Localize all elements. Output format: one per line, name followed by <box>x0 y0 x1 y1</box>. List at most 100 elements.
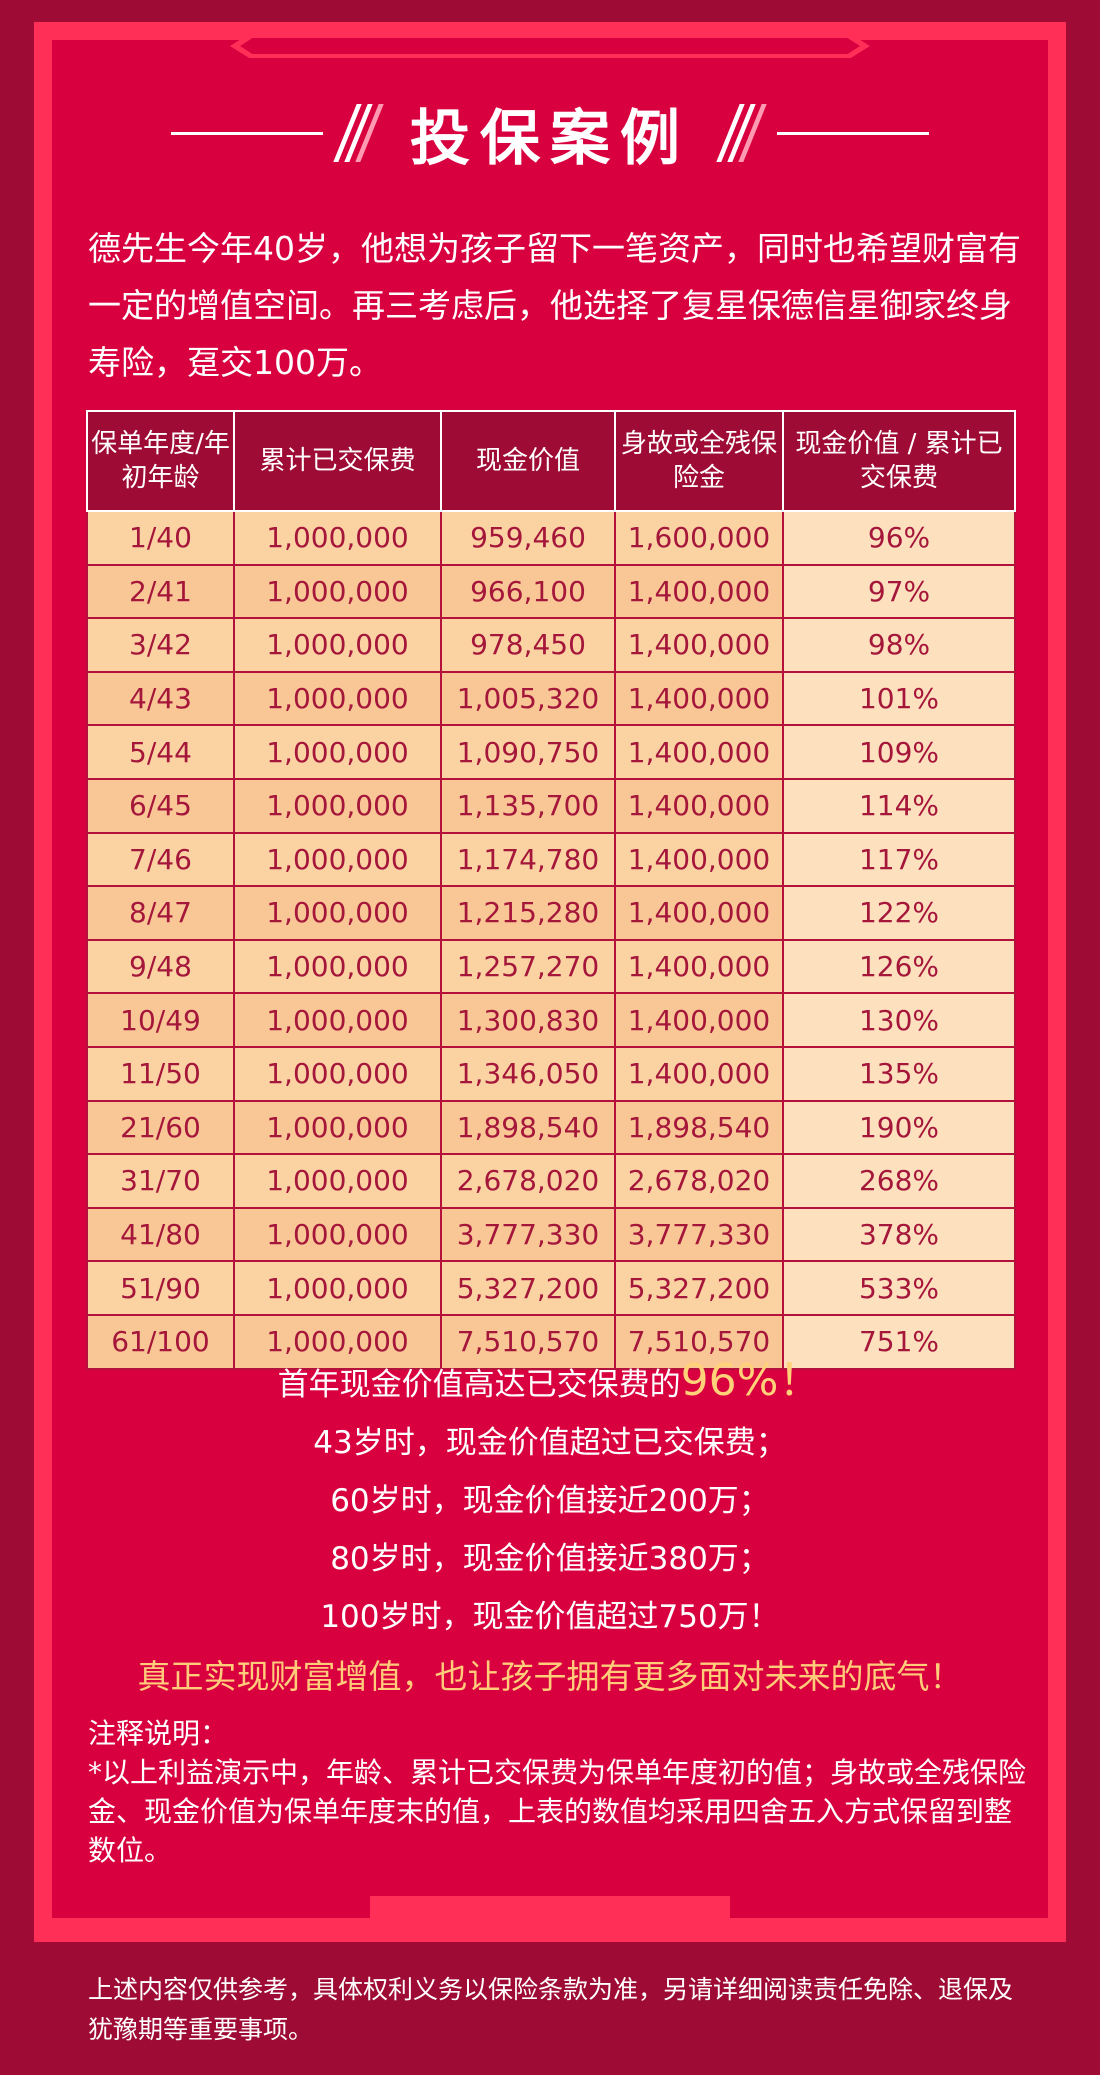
cell-policy-year-age: 4/43 <box>86 670 235 727</box>
cell-cash-ratio: 97% <box>782 563 1016 620</box>
cell-cash-value: 1,346,050 <box>440 1045 616 1102</box>
cell-policy-year-age: 1/40 <box>86 510 235 566</box>
benefit-table-wrap: 保单年度/年初年龄 累计已交保费 现金价值 身故或全残保险金 现金价值 / 累计… <box>86 410 1016 1370</box>
cell-premium-paid: 1,000,000 <box>233 510 442 566</box>
table-row: 51/90 1,000,000 5,327,200 5,327,200 533% <box>86 1260 1016 1316</box>
cell-cash-ratio: 122% <box>782 885 1016 941</box>
intro-paragraph: 德先生今年40岁，他想为孩子留下一笔资产，同时也希望财富有一定的增值空间。再三考… <box>88 229 1021 382</box>
table-row: 9/48 1,000,000 1,257,270 1,400,000 126% <box>86 938 1016 995</box>
cell-cash-value: 3,777,330 <box>440 1206 616 1263</box>
cell-death-benefit: 1,400,000 <box>614 777 784 834</box>
benefit-table: 保单年度/年初年龄 累计已交保费 现金价值 身故或全残保险金 现金价值 / 累计… <box>86 410 1016 1370</box>
cell-premium-paid: 1,000,000 <box>233 992 442 1048</box>
cell-policy-year-age: 10/49 <box>86 992 235 1048</box>
table-row: 11/50 1,000,000 1,346,050 1,400,000 135% <box>86 1045 1016 1102</box>
cell-death-benefit: 1,400,000 <box>614 563 784 620</box>
cell-premium-paid: 1,000,000 <box>233 1206 442 1263</box>
cell-policy-year-age: 2/41 <box>86 563 235 620</box>
cell-death-benefit: 1,400,000 <box>614 1045 784 1102</box>
cell-death-benefit: 2,678,020 <box>614 1153 784 1209</box>
cell-cash-value: 978,450 <box>440 617 616 673</box>
summary-line1-highlight: 96%！ <box>680 1355 823 1406</box>
cell-cash-value: 966,100 <box>440 563 616 620</box>
title-row: 投保案例 <box>0 88 1100 178</box>
cell-policy-year-age: 6/45 <box>86 777 235 834</box>
summary-line-60: 60岁时，现金价值接近200万； <box>330 1483 770 1519</box>
cell-cash-ratio: 117% <box>782 831 1016 888</box>
table-row: 41/80 1,000,000 3,777,330 3,777,330 378% <box>86 1206 1016 1263</box>
cell-cash-ratio: 190% <box>782 1099 1016 1156</box>
notes-heading: 注释说明： <box>88 1717 229 1750</box>
cell-policy-year-age: 3/42 <box>86 617 235 673</box>
cell-policy-year-age: 11/50 <box>86 1045 235 1102</box>
cell-death-benefit: 1,600,000 <box>614 510 784 566</box>
cell-premium-paid: 1,000,000 <box>233 885 442 941</box>
cell-premium-paid: 1,000,000 <box>233 724 442 780</box>
summary-line-100: 100岁时，现金价值超过750万！ <box>320 1599 780 1635</box>
header-cash-ratio: 现金价值 / 累计已交保费 <box>782 410 1016 512</box>
cell-cash-ratio: 533% <box>782 1260 1016 1316</box>
cell-cash-ratio: 126% <box>782 938 1016 995</box>
cell-death-benefit: 7,510,570 <box>614 1313 784 1370</box>
summary-line-first-year: 首年现金价值高达已交保费的96%！ <box>0 1352 1100 1414</box>
table-body: 1/40 1,000,000 959,460 1,600,000 96% 2/41 1,00… <box>86 510 1016 1370</box>
cell-policy-year-age: 61/100 <box>86 1313 235 1370</box>
notes-body: *以上利益演示中，年龄、累计已交保费为保单年度初的值；身故或全残保险金、现金价值… <box>88 1756 1027 1867</box>
cell-premium-paid: 1,000,000 <box>233 670 442 727</box>
cell-policy-year-age: 31/70 <box>86 1153 235 1209</box>
cell-cash-ratio: 268% <box>782 1153 1016 1209</box>
table-row: 2/41 1,000,000 966,100 1,400,000 97% <box>86 563 1016 620</box>
cell-cash-ratio: 114% <box>782 777 1016 834</box>
header-death-benefit: 身故或全残保险金 <box>614 410 784 512</box>
cell-cash-value: 1,090,750 <box>440 724 616 780</box>
cell-cash-value: 7,510,570 <box>440 1313 616 1370</box>
cell-cash-value: 1,135,700 <box>440 777 616 834</box>
cell-death-benefit: 1,400,000 <box>614 670 784 727</box>
cell-death-benefit: 1,400,000 <box>614 724 784 780</box>
cell-cash-ratio: 96% <box>782 510 1016 566</box>
cell-death-benefit: 1,400,000 <box>614 992 784 1048</box>
table-row: 5/44 1,000,000 1,090,750 1,400,000 109% <box>86 724 1016 780</box>
cell-cash-ratio: 135% <box>782 1045 1016 1102</box>
cell-cash-value: 959,460 <box>440 510 616 566</box>
frame-top-tab-inner <box>240 38 860 54</box>
cell-cash-ratio: 98% <box>782 617 1016 673</box>
title-divider-left <box>171 131 323 135</box>
cell-premium-paid: 1,000,000 <box>233 831 442 888</box>
summary-line-43: 43岁时，现金价值超过已交保费； <box>313 1425 787 1461</box>
header-policy-year-age: 保单年度/年初年龄 <box>86 410 235 512</box>
table-row: 1/40 1,000,000 959,460 1,600,000 96% <box>86 510 1016 566</box>
cell-death-benefit: 1,400,000 <box>614 831 784 888</box>
title-slashes-right <box>716 104 767 162</box>
cell-policy-year-age: 8/47 <box>86 885 235 941</box>
cell-premium-paid: 1,000,000 <box>233 777 442 834</box>
table-row: 7/46 1,000,000 1,174,780 1,400,000 117% <box>86 831 1016 888</box>
cell-cash-value: 1,005,320 <box>440 670 616 727</box>
cell-cash-value: 5,327,200 <box>440 1260 616 1316</box>
cell-premium-paid: 1,000,000 <box>233 1153 442 1209</box>
cell-cash-ratio: 751% <box>782 1313 1016 1370</box>
table-header-row: 保单年度/年初年龄 累计已交保费 现金价值 身故或全残保险金 现金价值 / 累计… <box>86 410 1016 512</box>
cell-premium-paid: 1,000,000 <box>233 1099 442 1156</box>
cell-cash-ratio: 378% <box>782 1206 1016 1263</box>
disclaimer: 上述内容仅供参考，具体权利义务以保险条款为准，另请详细阅读责任免除、退保及犹豫期… <box>88 1975 1014 2044</box>
table-row: 4/43 1,000,000 1,005,320 1,400,000 101% <box>86 670 1016 727</box>
table-row: 21/60 1,000,000 1,898,540 1,898,540 190% <box>86 1099 1016 1156</box>
cell-death-benefit: 1,400,000 <box>614 885 784 941</box>
cell-death-benefit: 3,777,330 <box>614 1206 784 1263</box>
summary-block: 首年现金价值高达已交保费的96%！ 43岁时，现金价值超过已交保费； 60岁时，… <box>0 1352 1100 1708</box>
table-row: 6/45 1,000,000 1,135,700 1,400,000 114% <box>86 777 1016 834</box>
table-row: 31/70 1,000,000 2,678,020 2,678,020 268% <box>86 1153 1016 1209</box>
cell-cash-value: 2,678,020 <box>440 1153 616 1209</box>
cell-premium-paid: 1,000,000 <box>233 1260 442 1316</box>
cell-policy-year-age: 9/48 <box>86 938 235 995</box>
table-row: 10/49 1,000,000 1,300,830 1,400,000 130% <box>86 992 1016 1048</box>
cell-premium-paid: 1,000,000 <box>233 617 442 673</box>
cell-policy-year-age: 21/60 <box>86 1099 235 1156</box>
summary-line1-prefix: 首年现金价值高达已交保费的 <box>277 1367 681 1403</box>
table-row: 8/47 1,000,000 1,215,280 1,400,000 122% <box>86 885 1016 941</box>
frame-bottom-tab <box>370 1896 730 1926</box>
cell-death-benefit: 1,898,540 <box>614 1099 784 1156</box>
cell-cash-value: 1,898,540 <box>440 1099 616 1156</box>
table-row: 61/100 1,000,000 7,510,570 7,510,570 751% <box>86 1313 1016 1370</box>
